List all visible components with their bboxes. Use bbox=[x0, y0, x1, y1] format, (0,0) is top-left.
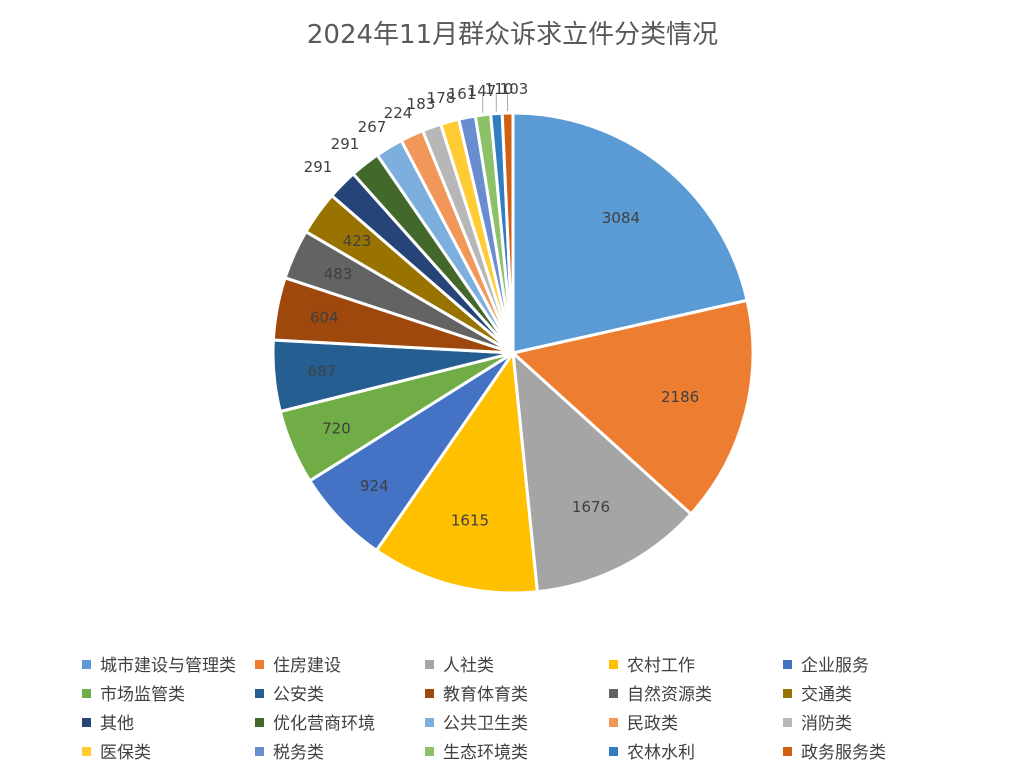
data-label: 291 bbox=[331, 135, 360, 153]
data-label: 110 bbox=[485, 80, 514, 98]
legend-item: 农林水利 bbox=[609, 741, 695, 765]
legend-label: 人社类 bbox=[443, 656, 494, 676]
data-label: 483 bbox=[324, 265, 353, 283]
legend-label: 住房建设 bbox=[273, 656, 341, 676]
pie-slice bbox=[500, 111, 515, 354]
data-label: 2186 bbox=[661, 388, 699, 406]
legend-swatch bbox=[255, 717, 264, 727]
legend-label: 公安类 bbox=[273, 685, 324, 705]
legend-swatch bbox=[425, 659, 434, 669]
legend-swatch bbox=[609, 659, 618, 669]
legend-label: 税务类 bbox=[273, 743, 324, 763]
legend-item: 人社类 bbox=[425, 654, 494, 678]
legend-swatch bbox=[609, 746, 618, 756]
data-label: 604 bbox=[310, 308, 339, 326]
data-label: 161 bbox=[448, 85, 477, 103]
data-label: 178 bbox=[427, 89, 456, 107]
legend-label: 交通类 bbox=[801, 685, 852, 705]
data-label: 267 bbox=[358, 118, 387, 136]
legend-swatch bbox=[425, 717, 434, 727]
legend-item: 城市建设与管理类 bbox=[82, 654, 236, 678]
legend-label: 民政类 bbox=[627, 714, 678, 734]
data-label: 1676 bbox=[572, 498, 610, 516]
legend-item: 住房建设 bbox=[255, 654, 341, 678]
legend-label: 公共卫生类 bbox=[443, 714, 528, 734]
legend-item: 民政类 bbox=[609, 712, 678, 736]
legend-swatch bbox=[255, 688, 264, 698]
pie-slice bbox=[511, 111, 749, 355]
legend-item: 其他 bbox=[82, 712, 134, 736]
data-label: 720 bbox=[322, 419, 351, 437]
legend-swatch bbox=[82, 688, 91, 698]
pie-slice bbox=[509, 298, 755, 517]
legend-item: 交通类 bbox=[783, 683, 852, 707]
legend-label: 其他 bbox=[100, 714, 134, 734]
data-label: 147 bbox=[468, 82, 497, 100]
legend-label: 企业服务 bbox=[801, 656, 869, 676]
legend-label: 自然资源类 bbox=[627, 685, 712, 705]
legend-item: 税务类 bbox=[255, 741, 324, 765]
legend-swatch bbox=[255, 659, 264, 669]
legend-item: 公共卫生类 bbox=[425, 712, 528, 736]
legend-label: 市场监管类 bbox=[100, 685, 185, 705]
legend-swatch bbox=[783, 659, 792, 669]
legend-swatch bbox=[609, 717, 618, 727]
legend-item: 医保类 bbox=[82, 741, 151, 765]
legend-item: 市场监管类 bbox=[82, 683, 185, 707]
pie-slice bbox=[511, 349, 694, 594]
legend-swatch bbox=[255, 746, 264, 756]
legend-item: 农村工作 bbox=[609, 654, 695, 678]
legend-item: 优化营商环境 bbox=[255, 712, 375, 736]
legend-label: 城市建设与管理类 bbox=[100, 656, 236, 676]
legend-item: 公安类 bbox=[255, 683, 324, 707]
legend-item: 消防类 bbox=[783, 712, 852, 736]
legend-swatch bbox=[783, 746, 792, 756]
legend-swatch bbox=[425, 688, 434, 698]
chart-title: 2024年11月群众诉求立件分类情况 bbox=[306, 20, 719, 50]
legend-label: 政务服务类 bbox=[801, 743, 886, 763]
legend-item: 教育体育类 bbox=[425, 683, 528, 707]
legend-swatch bbox=[783, 688, 792, 698]
legend-label: 教育体育类 bbox=[443, 685, 528, 705]
legend-item: 企业服务 bbox=[783, 654, 869, 678]
data-label: 3084 bbox=[602, 209, 640, 227]
legend-label: 消防类 bbox=[801, 714, 852, 734]
data-label: 687 bbox=[308, 362, 337, 380]
pie-slice bbox=[374, 348, 540, 595]
legend-swatch bbox=[425, 746, 434, 756]
legend-label: 生态环境类 bbox=[443, 743, 528, 763]
legend-swatch bbox=[82, 746, 91, 756]
legend-item: 政务服务类 bbox=[783, 741, 886, 765]
legend-swatch bbox=[783, 717, 792, 727]
legend-swatch bbox=[82, 659, 91, 669]
data-label: 1615 bbox=[451, 511, 489, 529]
legend-swatch bbox=[82, 717, 91, 727]
data-label: 924 bbox=[360, 477, 389, 495]
data-label: 291 bbox=[304, 158, 333, 176]
data-label: 224 bbox=[384, 104, 413, 122]
legend-label: 医保类 bbox=[100, 743, 151, 763]
legend-label: 农林水利 bbox=[627, 743, 695, 763]
legend-label: 农村工作 bbox=[627, 656, 695, 676]
legend-item: 自然资源类 bbox=[609, 683, 712, 707]
legend-swatch bbox=[609, 688, 618, 698]
data-label: 103 bbox=[500, 80, 529, 98]
data-label: 423 bbox=[343, 232, 372, 250]
legend-item: 生态环境类 bbox=[425, 741, 528, 765]
legend-label: 优化营商环境 bbox=[273, 714, 375, 734]
data-label: 183 bbox=[407, 95, 436, 113]
